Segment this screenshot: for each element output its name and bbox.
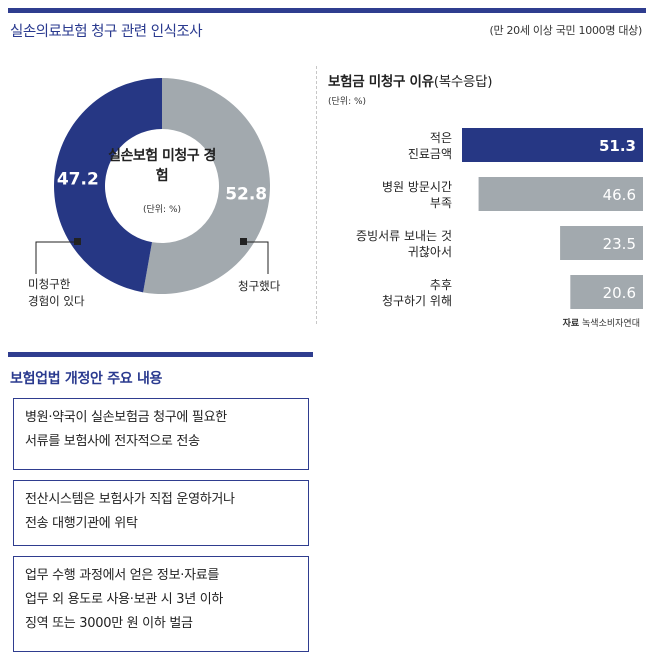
callout-unclaimed-line1: 미청구한: [28, 277, 71, 291]
donut-title: 실손보험 미청구 경험: [108, 148, 216, 184]
source-name: 녹색소비자연대: [582, 319, 640, 329]
callout-leader-unclaimed: [35, 241, 78, 274]
bar-category-label-1-2: 진료금액: [408, 147, 452, 161]
bar-category-label-4-1: 추후: [430, 278, 452, 292]
bar-value-label-1: 51.3: [599, 137, 636, 155]
bar-chart-title-main: 보험금 미청구 이유: [328, 74, 434, 90]
bar-2: [478, 177, 643, 211]
amendment-text-1: 병원·약국이 실손보험금 청구에 필요한 서류를 보험사에 전자적으로 전송: [25, 410, 227, 449]
source-label: 자료: [562, 319, 580, 329]
pie-value-label-1: 52.8: [225, 184, 267, 204]
bar-category-label-2-1: 병원 방문시간: [382, 180, 452, 194]
amendment-item-3: 업무 수행 과정에서 얻은 정보·자료를 업무 외 용도로 사용·보관 시 3년…: [13, 556, 309, 652]
bar-value-label-2: 46.6: [603, 186, 636, 204]
bar-1: [462, 128, 643, 162]
bar-category-label-3-1: 증빙서류 보내는 것: [356, 229, 452, 243]
bar-category-label-1-1: 적은: [430, 131, 452, 145]
header-rule: [8, 8, 646, 13]
callout-leader-claimed: [244, 241, 269, 274]
amendment-text-3: 업무 수행 과정에서 얻은 정보·자료를 업무 외 용도로 사용·보관 시 3년…: [25, 568, 224, 631]
bar-category-label-3-2: 귀찮아서: [408, 245, 452, 259]
bar-chart-title-suffix: (복수응답): [433, 74, 493, 90]
pie-value-label-2: 47.2: [57, 170, 99, 190]
bar-value-label-4: 20.6: [603, 284, 636, 302]
amendment-item-2: 전산시스템은 보험사가 직접 운영하거나 전송 대행기관에 위탁: [13, 480, 309, 546]
callout-unclaimed: 미청구한 경험이 있다: [28, 276, 85, 310]
donut-unit: (단위: %): [142, 205, 182, 215]
bar-chart-title: 보험금 미청구 이유(복수응답): [328, 70, 492, 90]
donut-chart: 52.8 47.2: [35, 78, 270, 294]
source-note: 자료 녹색소비자연대: [563, 316, 640, 329]
page-title: 실손의료보험 청구 관련 인식조사: [10, 24, 203, 40]
bar-category-label-2-2: 부족: [430, 196, 452, 210]
column-divider: [316, 66, 317, 324]
section2-title: 보험업법 개정안 주요 내용: [10, 371, 163, 387]
bar-4: [570, 275, 643, 309]
survey-note: (만 20세 이상 국민 1000명 대상): [489, 24, 642, 37]
section2-rule: [8, 352, 313, 357]
callout-unclaimed-line2: 경험이 있다: [28, 294, 85, 308]
bar-category-label-4-2: 청구하기 위해: [382, 294, 452, 308]
pie-slice-1: [143, 78, 270, 294]
callout-leader-unclaimed-marker: [74, 238, 81, 245]
bar-value-label-3: 23.5: [603, 235, 636, 253]
amendment-item-1: 병원·약국이 실손보험금 청구에 필요한 서류를 보험사에 전자적으로 전송: [13, 398, 309, 470]
callout-leader-claimed-marker: [240, 238, 247, 245]
bar-3: [560, 226, 643, 260]
bar-chart-unit: (단위: %): [328, 97, 367, 107]
amendment-text-2: 전산시스템은 보험사가 직접 운영하거나 전송 대행기관에 위탁: [25, 492, 235, 531]
donut-hole: [106, 130, 218, 242]
callout-claimed: 청구했다: [238, 279, 281, 293]
